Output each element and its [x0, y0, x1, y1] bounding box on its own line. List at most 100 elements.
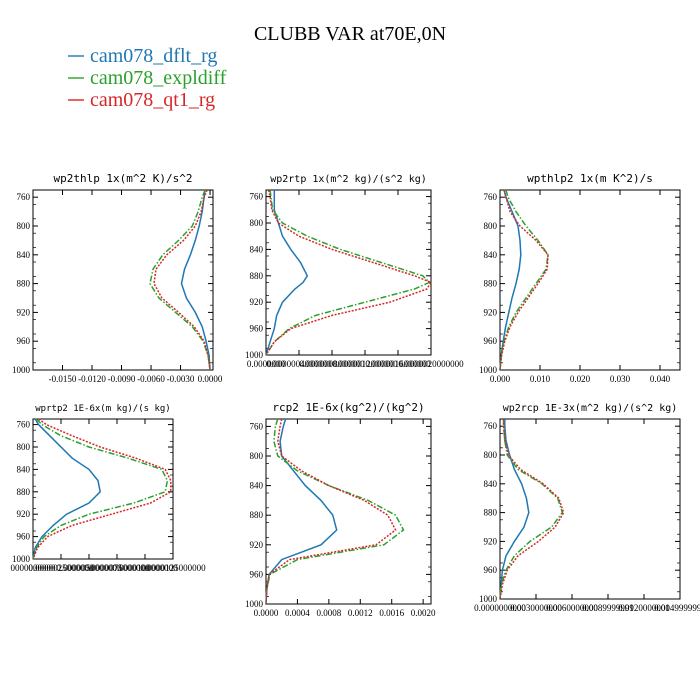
xtick-label: 0.0000000000	[474, 603, 526, 613]
ytick-label: 880	[250, 510, 264, 520]
ytick-label: 840	[484, 479, 498, 489]
ytick-label: 920	[17, 509, 31, 519]
series-line-0	[180, 189, 211, 371]
xtick-label: 0.0030000000	[510, 603, 562, 613]
ytick-label: 880	[250, 271, 264, 281]
ytick-label: 800	[17, 221, 31, 231]
ytick-label: 760	[484, 421, 498, 431]
series-line-2	[499, 189, 549, 371]
series-line-0	[265, 418, 338, 605]
ytick-label: 1000	[12, 554, 31, 564]
legend-label-1: cam078_expldiff	[90, 67, 227, 89]
panel-2: wpthlp2 1x(m K^2)/s 1000 960 920 880 840 800 76…	[479, 172, 681, 384]
ytick-label: 760	[250, 421, 264, 431]
ytick-label: 960	[17, 532, 31, 542]
ytick-label: 920	[484, 307, 498, 317]
xtick-label: 0.0000	[198, 374, 223, 384]
panel-frame-3	[32, 418, 174, 560]
xtick-label: 0.010	[530, 374, 551, 384]
ytick-label: 1000	[245, 350, 264, 360]
ytick-label: 920	[484, 536, 498, 546]
ytick-label: 840	[17, 464, 31, 474]
xtick-label: 0.040	[650, 374, 671, 384]
panel-frame-1	[265, 189, 432, 356]
panel-title-3: wprtp2 1E-6x(m kg)/(s kg)	[35, 404, 170, 414]
xtick-label: 0.030	[610, 374, 631, 384]
legend-label-0: cam078_dflt_rg	[90, 45, 217, 67]
panel-title-1: wp2rtp 1x(m^2 kg)/(s^2 kg)	[270, 174, 427, 185]
xtick-label: -0.0120	[78, 374, 106, 384]
xtick-label: 0.0120000000	[618, 603, 670, 613]
ytick-label: 800	[484, 450, 498, 460]
ytick-label: 1000	[12, 365, 31, 375]
ytick-label: 760	[250, 192, 264, 202]
xtick-label: 0.0000100000000	[112, 563, 178, 573]
series-line-1	[265, 418, 405, 605]
panel-frame-2	[499, 189, 681, 371]
panel-frame-4	[265, 418, 432, 605]
ytick-label: 840	[250, 481, 264, 491]
ytick-label: 880	[17, 487, 31, 497]
ytick-label: 880	[484, 279, 498, 289]
xtick-label: 0.0016	[379, 608, 404, 618]
series-line-2	[265, 189, 433, 356]
ytick-label: 1000	[245, 599, 264, 609]
xtick-label: 0.0000025000000	[28, 563, 94, 573]
panel-4: rcp2 1E-6x(kg^2)/(kg^2) 1000 960 920 880 840 8…	[245, 401, 436, 618]
ytick-label: 1000	[479, 594, 498, 604]
ytick-label: 880	[17, 279, 31, 289]
xtick-label: 0.020	[570, 374, 591, 384]
series-line-1	[149, 189, 211, 371]
ytick-label: 760	[17, 192, 31, 202]
panel-title-2: wpthlp2 1x(m K^2)/s	[527, 172, 653, 185]
panel-0: wp2thlp 1x(m^2 K)/s^2 1000 960 920 880 840 800…	[12, 172, 223, 384]
ytick-label: 840	[17, 250, 31, 260]
panel-5: wp2rcp 1E-3x(m^2 kg)/(s^2 kg) 1000 960 920 8…	[474, 403, 700, 613]
ytick-label: 960	[484, 336, 498, 346]
series-line-0	[499, 189, 522, 371]
xtick-label: 0.000	[490, 374, 511, 384]
ytick-label: 920	[250, 297, 264, 307]
ytick-label: 800	[17, 442, 31, 452]
ytick-label: 840	[484, 250, 498, 260]
ytick-label: 960	[250, 569, 264, 579]
xtick-label: 0.0000004000000	[266, 359, 332, 369]
series-line-1	[265, 189, 431, 356]
xtick-label: 0.0000000	[247, 359, 286, 369]
xtick-label: 0.0060000000	[546, 603, 598, 613]
xtick-label: 0.0004	[285, 608, 310, 618]
xtick-label: 0.0012	[348, 608, 373, 618]
panel-1: wp2rtp 1x(m^2 kg)/(s^2 kg) 1000 960 920 880 8…	[245, 174, 464, 369]
legend: cam078_dflt_rgcam078_expldiffcam078_qt1_…	[68, 45, 227, 111]
xtick-label: -0.0030	[167, 374, 195, 384]
xtick-label: 0.0149999999	[654, 603, 700, 613]
ytick-label: 880	[484, 508, 498, 518]
ytick-label: 960	[250, 324, 264, 334]
panel-title-4: rcp2 1E-6x(kg^2)/(kg^2)	[272, 401, 424, 414]
series-line-1	[499, 419, 564, 600]
xtick-label: 0.0000	[254, 608, 279, 618]
legend-label-2: cam078_qt1_rg	[90, 89, 215, 111]
xtick-label: 0.0008	[316, 608, 341, 618]
series-line-0	[32, 418, 102, 560]
panel-3: wprtp2 1E-6x(m kg)/(s kg) 1000 960 920 880 84…	[11, 404, 207, 573]
ytick-label: 960	[484, 565, 498, 575]
ytick-label: 1000	[479, 365, 498, 375]
figure-title: CLUBB VAR at70E,0N	[254, 23, 446, 45]
xtick-label: 0.0000050000000	[56, 563, 122, 573]
panel-frame-0	[32, 189, 214, 371]
series-line-2	[499, 419, 565, 600]
xtick-label: 0.0089999999	[582, 603, 634, 613]
xtick-label: -0.0090	[108, 374, 136, 384]
xtick-label: 0.0000012000000	[332, 359, 398, 369]
xtick-label: -0.0150	[49, 374, 77, 384]
ytick-label: 800	[250, 451, 264, 461]
series-line-2	[153, 189, 211, 371]
series-line-1	[32, 418, 169, 560]
series-line-0	[499, 419, 530, 600]
xtick-label: 0.0020	[411, 608, 436, 618]
xtick-label: 0.0000125000000	[140, 563, 206, 573]
ytick-label: 840	[250, 244, 264, 254]
ytick-label: 920	[250, 540, 264, 550]
